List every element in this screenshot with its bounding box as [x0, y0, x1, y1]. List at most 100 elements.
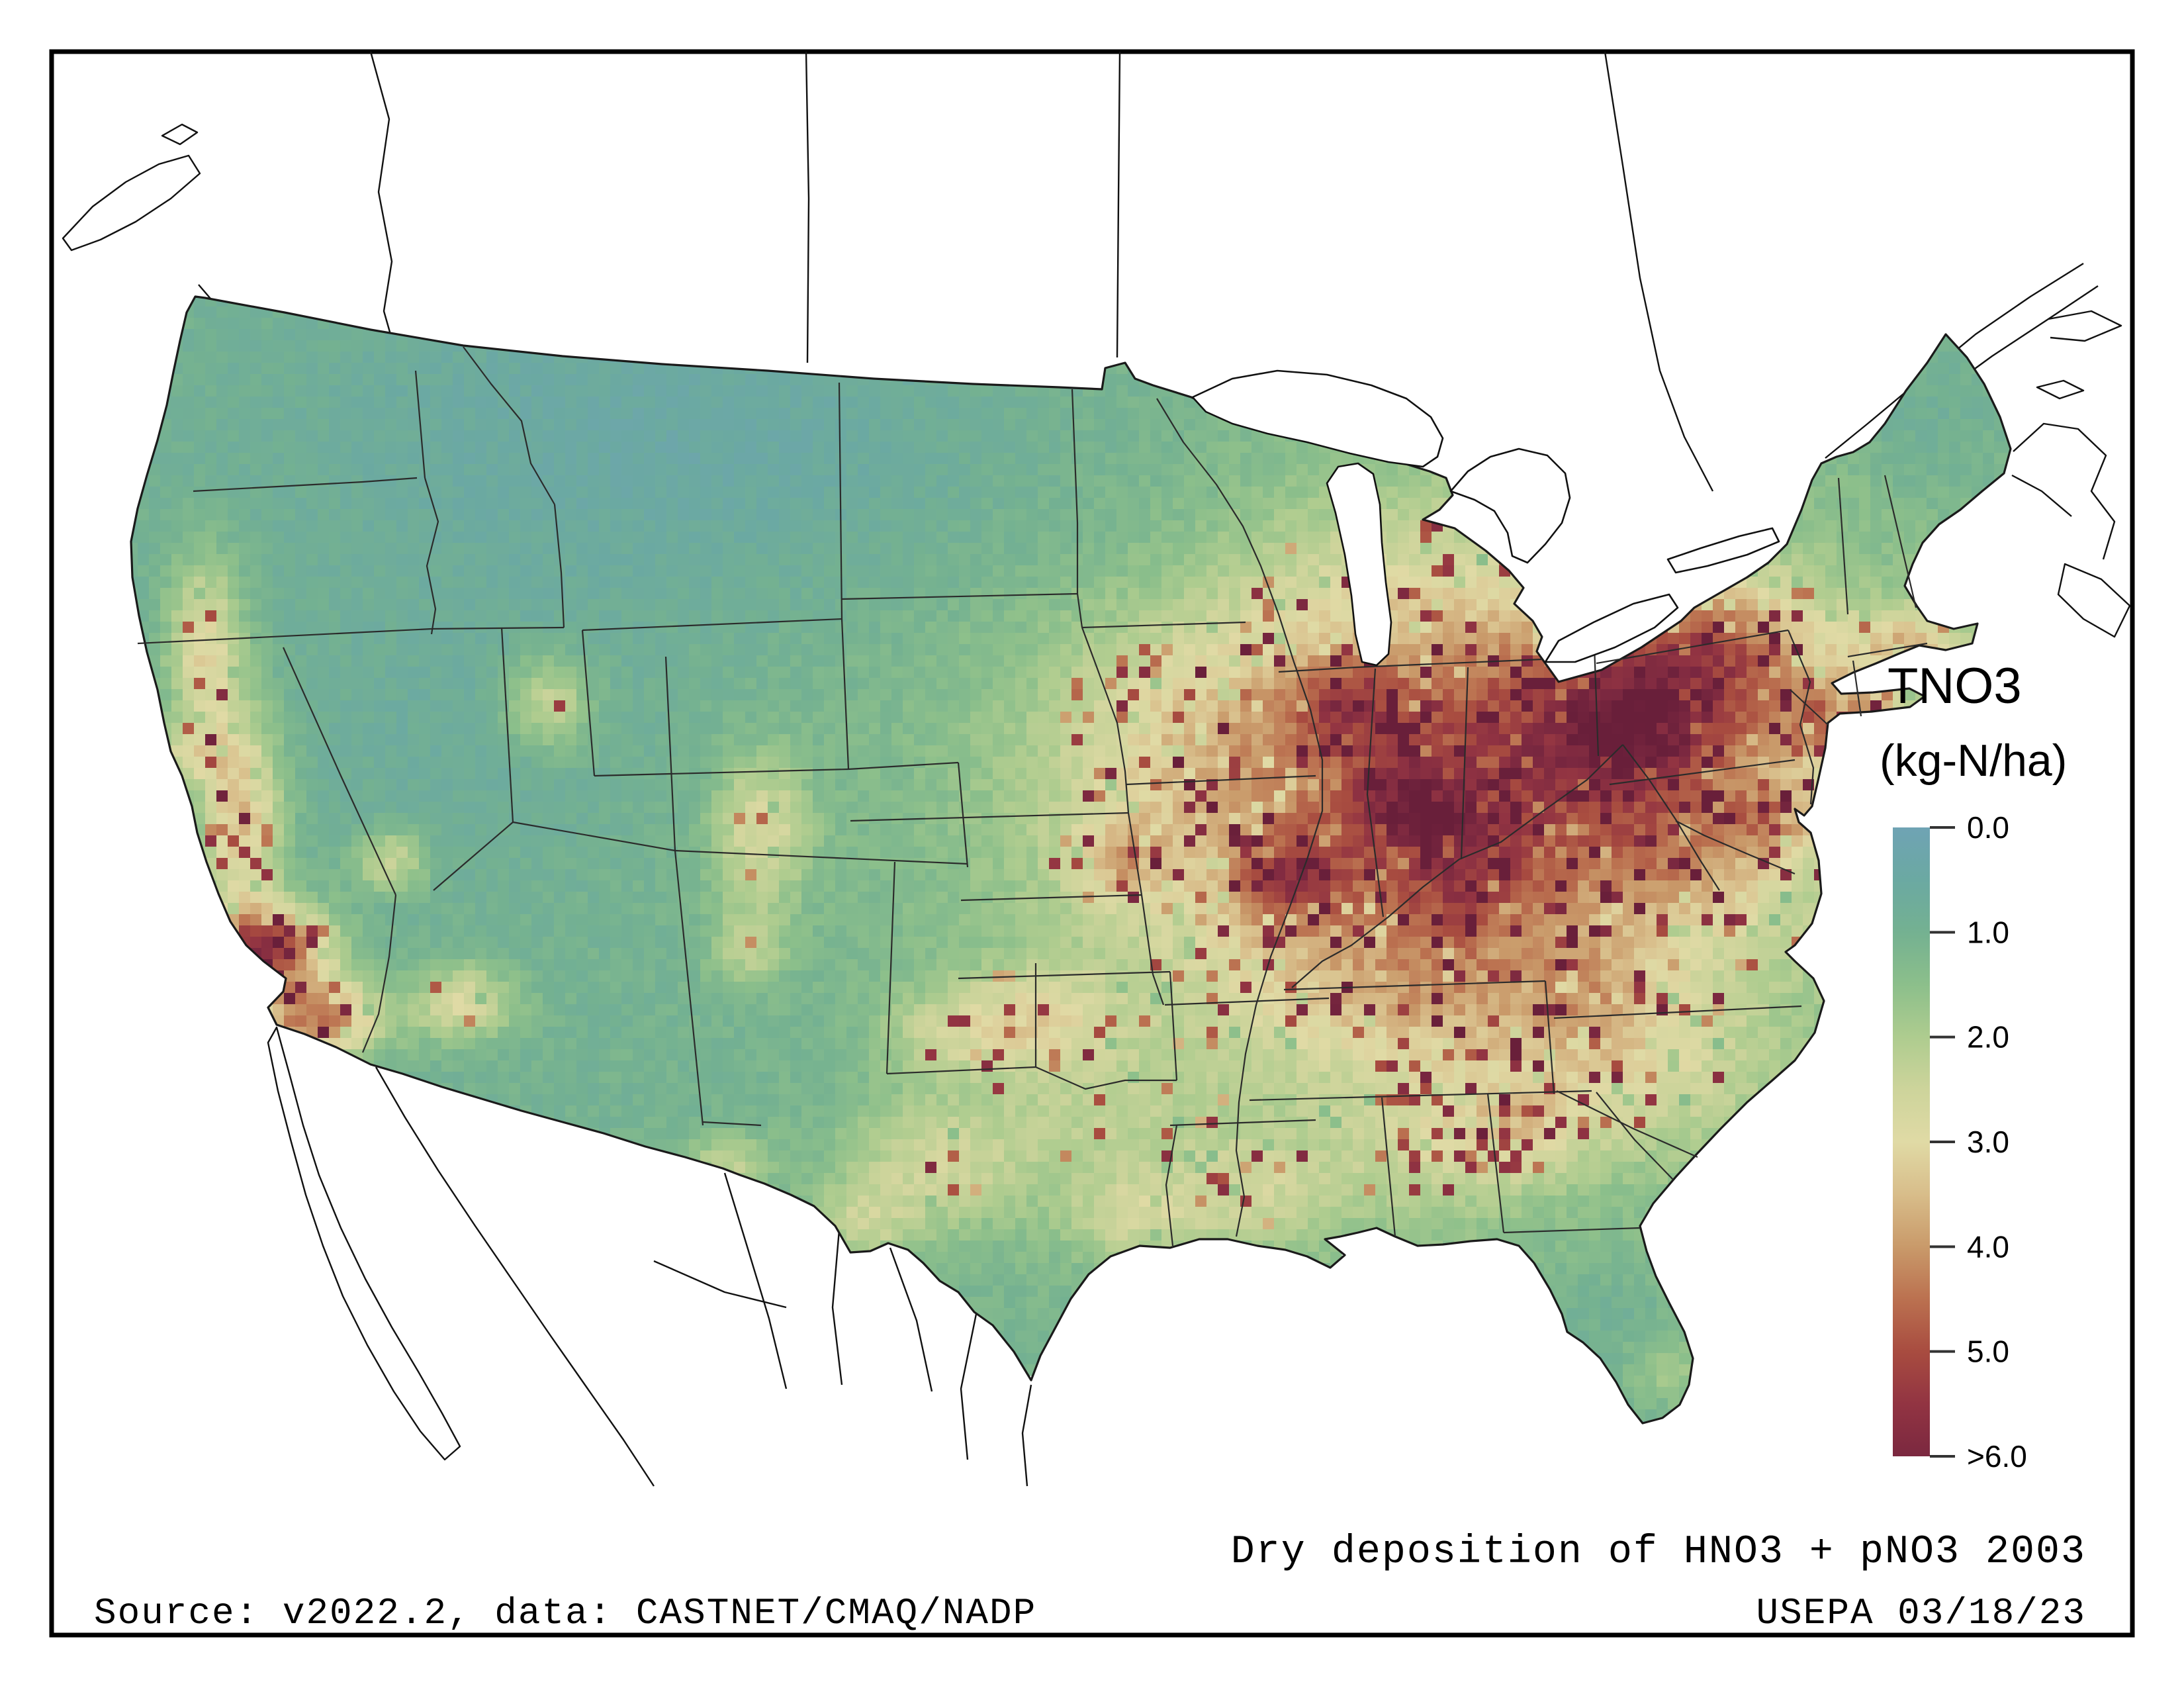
states-path [841, 592, 1078, 600]
colorbar-tick-label: 5.0 [1967, 1335, 2009, 1369]
states-path [594, 768, 849, 777]
context-path [1116, 51, 1121, 358]
states-path [431, 626, 565, 630]
great-lakes [1191, 369, 1780, 667]
states-path [702, 1121, 762, 1127]
context-path [375, 1066, 655, 1487]
states-path [1076, 593, 1083, 628]
states-path [512, 821, 676, 852]
states-path [838, 382, 843, 620]
context-path [161, 123, 199, 146]
legend-title: TNO3 [1888, 658, 2022, 714]
states-path [1126, 774, 1316, 786]
states-path [1169, 1119, 1316, 1127]
states-path [1790, 689, 1829, 726]
states-path [1249, 1090, 1592, 1102]
figure-caption: Dry deposition of HNO3 + pNO3 2003 [1231, 1530, 2086, 1575]
lake-superior [1191, 369, 1444, 468]
states-path [424, 477, 439, 635]
states-path [1366, 668, 1385, 917]
context-path [960, 1313, 978, 1460]
states-path [1165, 1125, 1178, 1246]
states-path [1127, 812, 1143, 896]
states-path [1503, 1227, 1641, 1234]
states-path [1283, 980, 1546, 991]
states-path [1556, 1090, 1698, 1158]
states-path [848, 761, 959, 771]
states-path [581, 630, 596, 776]
context-path [2036, 379, 2085, 400]
states-path [1381, 1097, 1396, 1237]
states-path [414, 370, 426, 479]
agency-credit: USEPA 03/18/23 [1756, 1592, 2086, 1634]
context-path [62, 154, 201, 252]
states-path [1837, 477, 1849, 615]
states-path [1081, 627, 1130, 814]
lake-huron [1449, 447, 1571, 564]
context-path [653, 1260, 787, 1309]
colorbar-tick-label: >6.0 [1967, 1439, 2027, 1474]
context-path [1604, 51, 1714, 492]
states-path [1356, 658, 1543, 669]
states-path [282, 647, 396, 896]
colorbar-tick-label: 4.0 [1967, 1229, 2009, 1264]
states-path [582, 618, 842, 632]
context-path [267, 1026, 461, 1461]
legend-units: (kg-N/ha) [1880, 735, 2067, 786]
states-path [841, 618, 850, 770]
states-path [958, 970, 1171, 980]
deposition-raster [131, 297, 2011, 1423]
context-path [805, 51, 810, 363]
lake-ontario [1666, 527, 1780, 574]
context-path [831, 1229, 843, 1385]
states-path [500, 627, 514, 823]
context-path [889, 1247, 933, 1392]
states-path [1152, 974, 1165, 1006]
states-path [1278, 666, 1357, 673]
states-path [1164, 997, 1330, 1006]
states-path [1596, 1092, 1674, 1180]
states-path [886, 861, 896, 1074]
states-path [1081, 621, 1246, 629]
states-path [886, 1066, 1036, 1075]
states-path [1553, 1005, 1802, 1019]
states-path [957, 762, 969, 868]
states-path [433, 821, 514, 891]
states-path [1156, 398, 1324, 1237]
states-path [193, 477, 418, 492]
context-coastlines [62, 51, 2131, 1487]
context-path [2013, 422, 2116, 560]
context-path [2048, 310, 2122, 342]
context-path [2011, 474, 2072, 517]
states-path [850, 812, 1129, 822]
states-path [674, 849, 968, 865]
states-path [1847, 642, 1928, 658]
context-path [1021, 1384, 1032, 1487]
states-path [1787, 630, 1815, 805]
states-path [1675, 820, 1796, 875]
states-path [553, 504, 565, 628]
lake-erie [1544, 593, 1679, 663]
states-path [1460, 667, 1469, 860]
us-boundary-outline [130, 295, 2012, 1425]
states-path [1291, 744, 1623, 988]
colorbar-legend: TNO3 (kg-N/ha) 0.0 1.0 2.0 3.0 4.0 5.0 >6.0 [1880, 658, 2067, 1474]
colorbar-ticks: 0.0 1.0 2.0 3.0 4.0 5.0 >6.0 [1930, 810, 2027, 1474]
colorbar-tick-label: 2.0 [1967, 1020, 2009, 1055]
context-path [723, 1172, 788, 1389]
context-path [2057, 563, 2131, 638]
states-path [1544, 980, 1555, 1094]
colorbar-gradient [1893, 827, 1930, 1456]
lake-michigan [1326, 462, 1392, 667]
states-path [1884, 475, 1917, 608]
context-path [369, 51, 393, 340]
states-path [1622, 744, 1720, 891]
state-borders [137, 346, 1928, 1246]
states-path [674, 850, 704, 1126]
colorbar-tick-label: 3.0 [1967, 1125, 2009, 1159]
states-path [664, 656, 676, 851]
colorbar-tick-label: 0.0 [1967, 810, 2009, 845]
states-path [361, 894, 397, 1053]
